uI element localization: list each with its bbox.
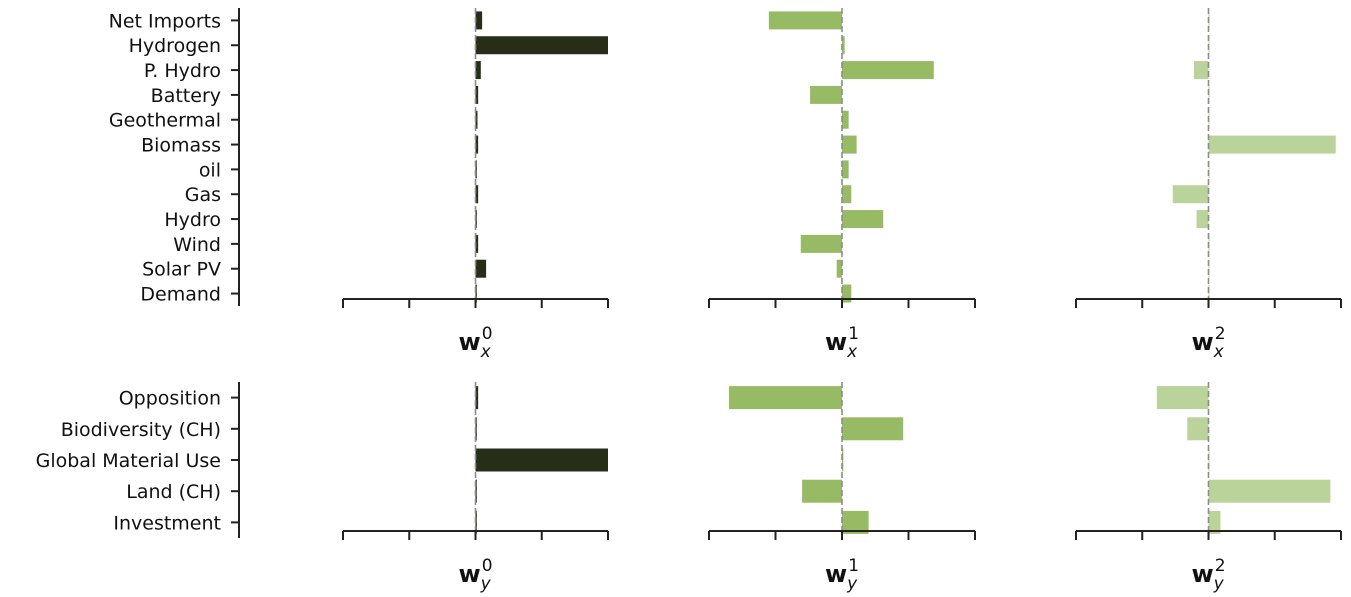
bar — [1172, 185, 1209, 204]
y-tick-label: Investment — [113, 512, 221, 534]
bar — [1196, 210, 1209, 229]
bar — [475, 234, 479, 253]
bar — [800, 234, 842, 253]
bar — [842, 510, 869, 534]
y-tick-label: Global Material Use — [36, 450, 221, 472]
y-tick-label: Geothermal — [109, 110, 221, 132]
x-axis-label: wx1 — [825, 324, 859, 362]
y-tick-label: Net Imports — [109, 10, 221, 32]
bar — [842, 284, 852, 303]
bar — [475, 448, 608, 472]
y-tick-label: Biomass — [141, 135, 221, 157]
x-axis-label: wy1 — [825, 556, 859, 594]
bar — [1208, 259, 1210, 278]
bar — [475, 110, 478, 129]
bar — [842, 61, 934, 80]
bar — [842, 185, 852, 204]
bar — [810, 85, 842, 104]
bar — [728, 386, 842, 410]
bar — [1208, 479, 1331, 503]
bar — [1208, 160, 1210, 179]
bar — [842, 110, 849, 129]
y-tick-label: Solar PV — [142, 259, 221, 281]
y-tick-label: Battery — [151, 85, 221, 107]
y-tick-label: oil — [199, 159, 221, 181]
bar — [1187, 417, 1209, 441]
x-axis-label: wx0 — [458, 324, 492, 362]
y-tick-label: Gas — [185, 184, 221, 206]
bar — [802, 479, 842, 503]
bar — [842, 210, 884, 229]
y-tick-label: Hydro — [164, 209, 221, 231]
bar — [475, 11, 483, 30]
bar — [836, 259, 842, 278]
bar — [1156, 386, 1209, 410]
bar — [475, 36, 608, 55]
y-tick-label: P. Hydro — [144, 60, 221, 82]
bar — [475, 386, 479, 410]
y-tick-label: Hydrogen — [129, 35, 221, 57]
bar — [475, 259, 487, 278]
x-axis-label: wy0 — [458, 556, 492, 594]
bar — [842, 417, 904, 441]
bar — [475, 284, 477, 303]
bar — [475, 185, 479, 204]
bar — [475, 135, 479, 154]
y-tick-label: Opposition — [119, 388, 221, 410]
x-axis-label: wx2 — [1191, 324, 1225, 362]
y-tick-label: Biodiversity (CH) — [61, 419, 221, 441]
bar — [475, 160, 477, 179]
bar — [1208, 284, 1210, 303]
bar — [475, 85, 479, 104]
x-axis-label: wy2 — [1191, 556, 1225, 594]
bar — [842, 160, 849, 179]
y-tick-label: Wind — [173, 234, 221, 256]
bar — [1208, 510, 1221, 534]
bar — [1193, 61, 1209, 80]
y-tick-label: Demand — [140, 284, 221, 306]
bar — [842, 36, 845, 55]
bar — [1208, 135, 1336, 154]
bar — [475, 61, 481, 80]
y-tick-label: Land (CH) — [126, 481, 221, 503]
bar — [768, 11, 842, 30]
bar — [842, 135, 857, 154]
